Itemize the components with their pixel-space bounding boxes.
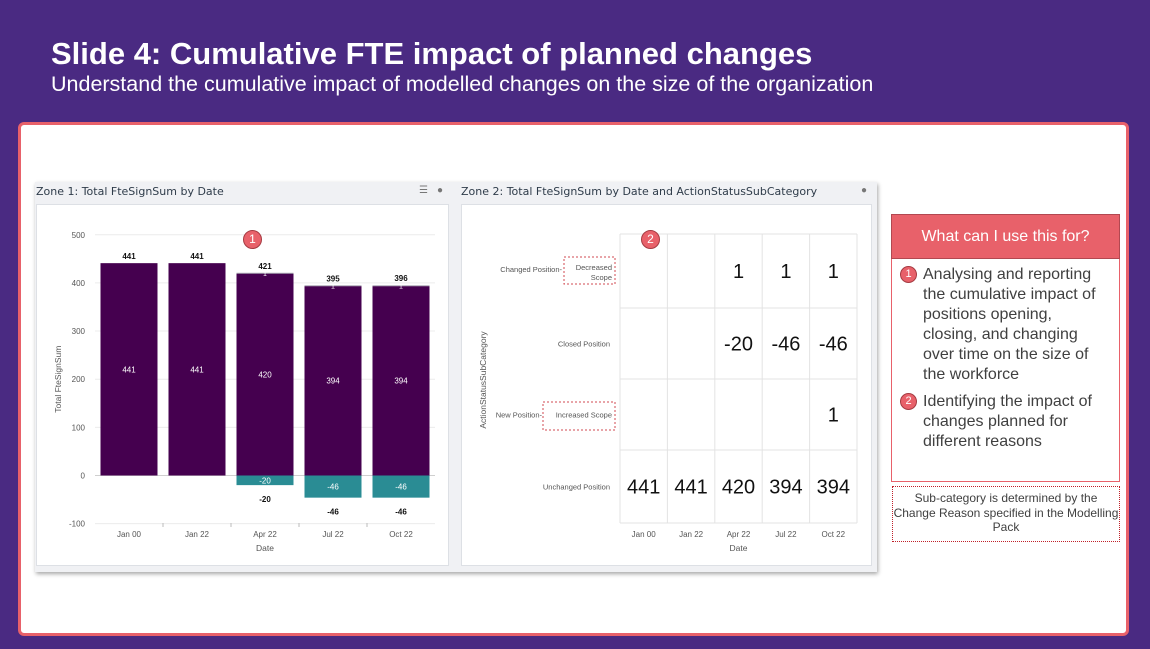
zone2-matrix-chart: ActionStatusSubCategory Changed Position-… <box>478 233 858 553</box>
data-label: -46 <box>327 483 339 492</box>
x-tick-label: Oct 22 <box>822 530 846 539</box>
y-axis-label: ActionStatusSubCategory <box>478 331 488 429</box>
total-label: 441 <box>122 252 136 261</box>
zone1-bar-chart: -100 0 100 200 300 400 500 Total FteSignSum 441 4… <box>53 231 435 553</box>
total-label: -20 <box>259 495 271 504</box>
row-sublabel: Scope <box>591 273 612 282</box>
data-label: -20 <box>259 476 271 485</box>
y-tick-label: 500 <box>72 231 86 240</box>
list-icon[interactable]: ☰ <box>419 185 428 196</box>
data-label: 394 <box>326 377 340 386</box>
data-label: 441 <box>122 365 136 374</box>
bar <box>372 285 430 476</box>
info-item: 2 Identifying the impact of changes plan… <box>900 392 1109 452</box>
bar <box>236 475 294 486</box>
total-label: 396 <box>394 274 408 283</box>
info-badge: 1 <box>900 266 917 283</box>
info-item-text: Analysing and reporting the cumulative i… <box>923 266 1096 383</box>
palette-icon[interactable]: ● <box>437 185 444 196</box>
zone1-title: Zone 1: Total FteSignSum by Date <box>36 185 224 198</box>
data-label: -46 <box>395 483 407 492</box>
cell-value: 394 <box>817 477 850 499</box>
row-label: Changed Position- <box>500 265 562 274</box>
row-sublabel: Decreased <box>576 263 612 272</box>
x-tick-label: Jul 22 <box>322 530 344 539</box>
cell-value: 1 <box>828 261 839 283</box>
x-axis-label: Date <box>256 543 274 553</box>
cell-value: -46 <box>771 334 800 356</box>
row-label: Unchanged Position <box>543 483 610 492</box>
data-label: 394 <box>394 377 408 386</box>
info-badge: 2 <box>900 393 917 410</box>
data-label: 441 <box>190 365 204 374</box>
total-label: 421 <box>258 262 272 271</box>
x-tick-label: Apr 22 <box>253 530 277 539</box>
bar <box>100 263 158 476</box>
x-tick-label: Jan 00 <box>632 530 657 539</box>
y-axis-label: Total FteSignSum <box>53 346 63 413</box>
cell-value: 1 <box>733 261 744 283</box>
total-label: -46 <box>327 508 339 517</box>
x-axis-label: Date <box>730 543 748 553</box>
bar <box>304 475 362 498</box>
cell-value: 394 <box>769 477 802 499</box>
data-label: 1 <box>399 283 403 290</box>
cell-value: -46 <box>819 334 848 356</box>
data-label: 1 <box>263 271 267 278</box>
info-item: 1 Analysing and reporting the cumulative… <box>900 265 1109 385</box>
slide-subtitle: Understand the cumulative impact of mode… <box>51 72 874 96</box>
data-label: 1 <box>331 283 335 290</box>
x-tick-label: Oct 22 <box>389 530 413 539</box>
total-label: 395 <box>326 274 340 283</box>
info-body: 1 Analysing and reporting the cumulative… <box>891 259 1120 482</box>
y-tick-label: -100 <box>69 520 86 529</box>
y-tick-label: 300 <box>72 327 86 336</box>
y-tick-label: 400 <box>72 279 86 288</box>
info-item-text: Identifying the impact of changes planne… <box>923 393 1092 450</box>
zone2-title: Zone 2: Total FteSignSum by Date and Act… <box>461 185 818 198</box>
x-tick-label: Apr 22 <box>727 530 751 539</box>
row-sublabel: Increased Scope <box>556 411 612 420</box>
y-tick-label: 100 <box>72 423 86 432</box>
bar <box>372 285 430 287</box>
info-note: Sub-category is determined by the Change… <box>892 486 1120 542</box>
bar <box>372 475 430 498</box>
cell-value: 441 <box>674 477 707 499</box>
row-label: New Position- <box>496 411 543 420</box>
cell-value: 441 <box>627 477 660 499</box>
y-tick-label: 0 <box>81 472 86 481</box>
cell-value: 420 <box>722 477 755 499</box>
info-header: What can I use this for? <box>891 214 1120 259</box>
cell-value: 1 <box>828 405 839 427</box>
total-label: -46 <box>395 508 407 517</box>
slide-title: Slide 4: Cumulative FTE impact of planne… <box>51 36 813 71</box>
x-tick-label: Jan 22 <box>679 530 704 539</box>
zone1-badge: 1 <box>243 230 262 249</box>
row-label: Closed Position <box>558 340 610 349</box>
palette-icon[interactable]: ● <box>861 185 868 196</box>
x-tick-label: Jan 00 <box>117 530 142 539</box>
bar <box>236 272 294 274</box>
bar <box>304 285 362 476</box>
bar <box>236 273 294 476</box>
total-label: 441 <box>190 252 204 261</box>
highlight-box <box>542 401 616 431</box>
zone2-badge: 2 <box>641 230 660 249</box>
highlight-box <box>563 256 616 285</box>
y-tick-label: 200 <box>72 375 86 384</box>
x-tick-label: Jul 22 <box>775 530 797 539</box>
bar <box>304 285 362 287</box>
cell-value: -20 <box>724 334 753 356</box>
zone2-box <box>461 204 872 566</box>
bar <box>168 263 226 476</box>
x-tick-label: Jan 22 <box>185 530 210 539</box>
data-label: 420 <box>258 370 272 379</box>
cell-value: 1 <box>780 261 791 283</box>
